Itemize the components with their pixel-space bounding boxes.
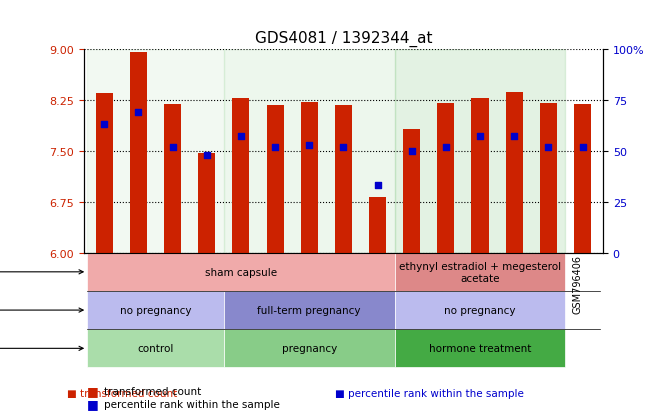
Bar xyxy=(301,102,318,253)
Text: transformed count: transformed count xyxy=(104,387,201,396)
Bar xyxy=(395,253,565,291)
Point xyxy=(372,183,383,189)
Bar xyxy=(574,105,591,253)
Point xyxy=(440,144,451,151)
Text: ■ transformed count: ■ transformed count xyxy=(67,389,178,399)
Point xyxy=(474,134,485,140)
Bar xyxy=(438,104,454,253)
Text: full-term pregnancy: full-term pregnancy xyxy=(257,305,361,315)
Text: control: control xyxy=(137,344,174,354)
Text: hormone treatment: hormone treatment xyxy=(429,344,531,354)
Bar xyxy=(87,291,224,330)
Text: agent: agent xyxy=(0,344,83,354)
Point xyxy=(304,142,315,149)
Point xyxy=(99,121,110,128)
Bar xyxy=(87,330,224,368)
Text: ■: ■ xyxy=(87,385,99,397)
Point xyxy=(202,152,212,159)
Bar xyxy=(87,50,224,253)
Bar xyxy=(224,50,395,253)
Bar xyxy=(395,291,565,330)
Text: development stage: development stage xyxy=(0,305,83,315)
Text: protocol: protocol xyxy=(0,267,83,277)
Bar xyxy=(472,99,488,253)
Point xyxy=(168,144,178,151)
Bar xyxy=(267,106,283,253)
Text: ■: ■ xyxy=(87,397,99,410)
Text: no pregnancy: no pregnancy xyxy=(444,305,516,315)
Point xyxy=(338,144,348,151)
Point xyxy=(509,134,519,140)
Point xyxy=(236,134,247,140)
Title: GDS4081 / 1392344_at: GDS4081 / 1392344_at xyxy=(255,31,432,47)
Text: sham capsule: sham capsule xyxy=(205,267,277,277)
Bar xyxy=(96,94,113,253)
Text: ethynyl estradiol + megesterol
acetate: ethynyl estradiol + megesterol acetate xyxy=(399,261,561,283)
Bar xyxy=(369,197,386,253)
Bar xyxy=(403,130,420,253)
Bar xyxy=(224,330,395,368)
Bar xyxy=(395,330,565,368)
Bar xyxy=(164,105,181,253)
Bar xyxy=(395,50,565,253)
Point xyxy=(270,144,281,151)
Text: pregnancy: pregnancy xyxy=(281,344,337,354)
Point xyxy=(133,109,144,116)
Bar xyxy=(130,53,147,253)
Bar xyxy=(540,104,557,253)
Text: no pregnancy: no pregnancy xyxy=(120,305,191,315)
Bar xyxy=(335,106,352,253)
Point xyxy=(543,144,553,151)
Point xyxy=(406,148,417,154)
Bar xyxy=(198,153,215,253)
Point xyxy=(577,144,588,151)
Text: percentile rank within the sample: percentile rank within the sample xyxy=(104,399,280,409)
Bar xyxy=(87,253,395,291)
Bar xyxy=(232,99,249,253)
Bar xyxy=(224,291,395,330)
Bar xyxy=(506,92,523,253)
Text: ■ percentile rank within the sample: ■ percentile rank within the sample xyxy=(335,389,524,399)
